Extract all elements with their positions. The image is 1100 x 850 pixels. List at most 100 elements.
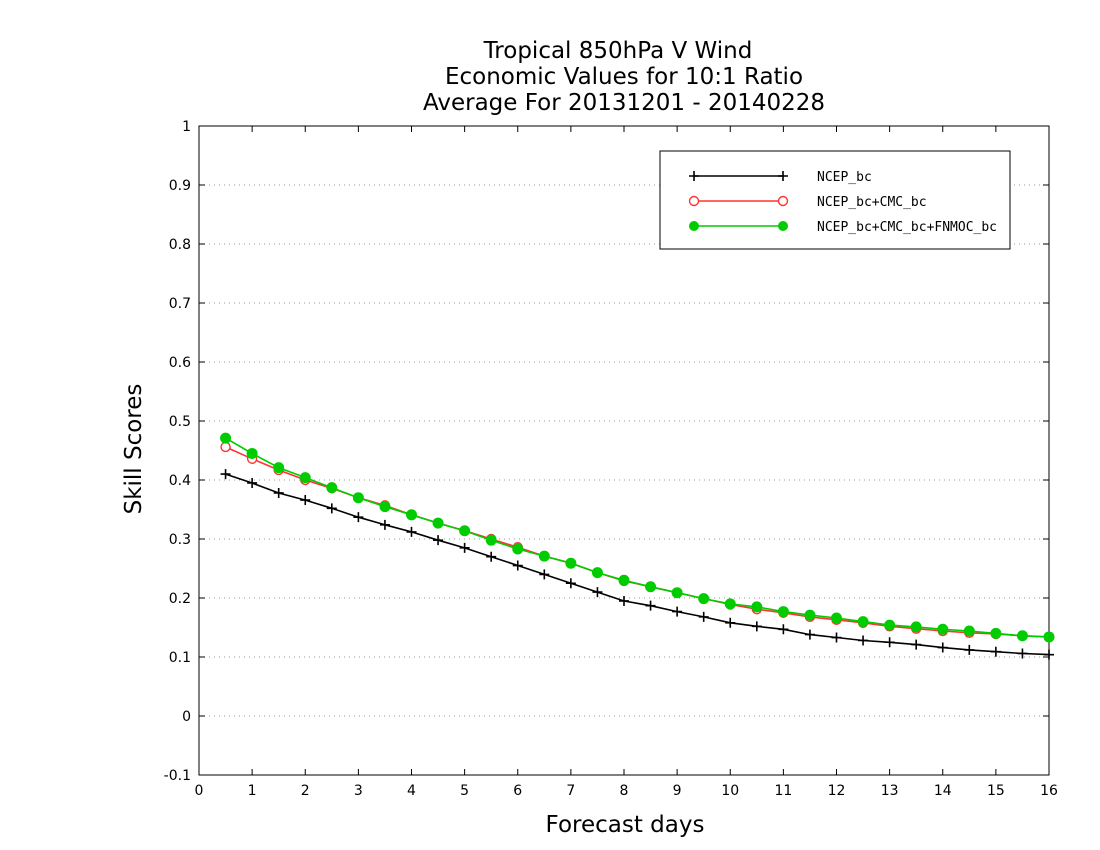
data-point [300,495,311,506]
data-point [645,600,656,611]
data-point [512,543,524,555]
x-tick-label: 8 [620,783,629,799]
y-tick-label: 0.8 [169,237,191,253]
data-point [990,627,1002,639]
data-point [698,593,710,605]
data-point [273,462,285,474]
x-tick-label: 14 [934,783,952,799]
data-point [246,447,258,459]
data-point [831,612,842,624]
data-point [1016,630,1028,642]
data-point [538,550,550,562]
x-tick-label: 12 [828,783,846,799]
data-point [459,525,471,537]
legend: NCEP_bc NCEP_bc+CMC_bc NCEP_bc+CMC_bc+FNMO… [659,150,1011,250]
x-tick-label: 15 [987,783,1005,799]
data-point [910,621,922,633]
data-point [911,639,922,650]
data-point [777,195,789,207]
y-tick-label: -0.1 [164,768,191,784]
data-point [778,171,788,181]
y-tick-label: 0.5 [169,414,191,430]
x-tick-label: 16 [1040,783,1058,799]
y-tick-label: 0.1 [169,650,191,666]
data-point [689,171,699,181]
legend-box [659,150,1011,250]
data-point [273,487,284,498]
data-point [804,629,815,640]
x-tick-label: 10 [721,783,739,799]
chart-title-line-3: Average For 20131201 - 20140228 [423,90,825,116]
data-point [857,616,869,628]
x-tick-label: 9 [673,783,682,799]
data-point [777,606,789,618]
chart-title-line-1: Tropical 850hPa V Wind [483,38,753,64]
data-point [459,542,470,553]
data-point [963,625,975,637]
data-point [592,587,603,598]
legend-label: NCEP_bc [817,170,872,185]
axis-ticks: -0.100.10.20.30.40.50.60.70.80.910 1 2 3 4 5 6… [164,119,1058,799]
series-line [225,446,1050,638]
x-tick-label: 11 [774,783,792,799]
y-tick-label: 0.2 [169,591,191,607]
data-point [591,567,603,579]
y-tick-label: 0.4 [169,473,191,489]
data-point [565,557,577,569]
x-tick-label: 5 [460,783,469,799]
data-point [539,569,550,580]
series-3 [220,432,1055,643]
data-point [672,606,683,617]
y-tick-label: 0.7 [169,296,191,312]
y-axis-label: Skill Scores [121,384,147,515]
data-point [1043,631,1055,643]
data-point [645,581,657,593]
data-point [220,441,231,453]
data-point [884,619,896,631]
x-tick-label: 13 [881,783,899,799]
data-point [724,598,736,610]
series-layer [220,432,1055,660]
x-tick-label: 2 [301,783,310,799]
data-point [725,617,736,628]
data-point [858,635,869,646]
y-tick-label: 0.6 [169,355,191,371]
y-tick-label: 0.9 [169,178,191,194]
series-1 [220,469,1054,660]
data-point [618,574,630,586]
data-point [220,469,231,480]
data-point [964,644,975,655]
data-point [432,517,444,529]
x-tick-label: 6 [513,783,522,799]
y-tick-label: 0.3 [169,532,191,548]
x-tick-label: 7 [566,783,575,799]
data-point [698,611,709,622]
x-tick-label: 3 [354,783,363,799]
data-point [565,578,576,589]
data-point [326,482,338,494]
data-point [804,609,816,621]
chart-title: Tropical 850hPa V Wind Economic Values f… [423,38,825,116]
data-point [352,492,364,504]
data-point [778,221,788,231]
legend-label: NCEP_bc+CMC_bc+FNMOC_bc [817,220,997,235]
legend-label: NCEP_bc+CMC_bc [817,195,927,210]
data-point [353,512,364,523]
data-point [379,519,390,530]
data-point [937,623,949,635]
data-point [689,221,699,231]
data-point [688,195,700,207]
data-point [485,534,497,546]
data-point [884,637,895,648]
chart-title-line-2: Economic Values for 10:1 Ratio [445,64,803,90]
x-tick-label: 0 [195,783,204,799]
legend-item: NCEP_bc [689,170,872,185]
data-point [671,587,683,599]
y-tick-label: 0 [182,709,191,725]
legend-item: NCEP_bc+CMC_bc [688,195,927,210]
x-axis-label: Forecast days [546,812,705,838]
data-point [406,509,417,521]
data-point [619,595,629,606]
data-point [1044,649,1054,660]
